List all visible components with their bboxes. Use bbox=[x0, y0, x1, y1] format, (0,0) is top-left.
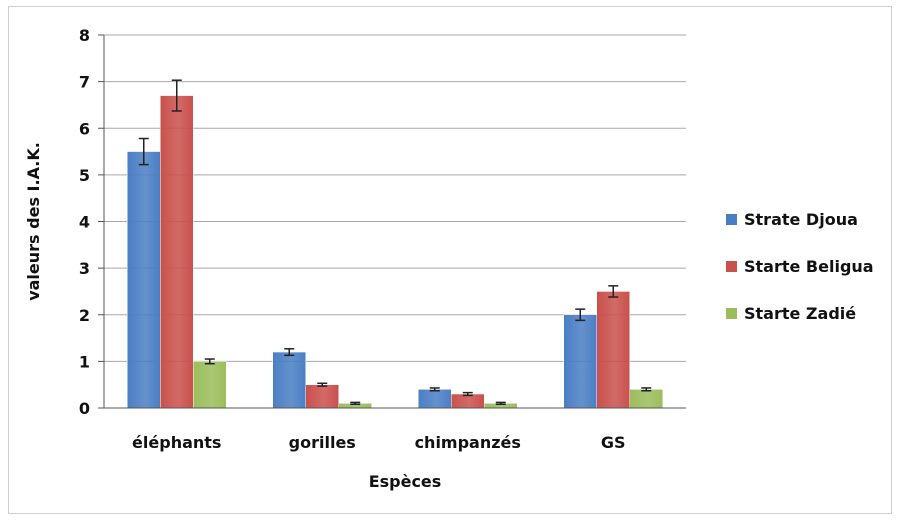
bar-GS-Starte Beligua bbox=[596, 291, 630, 409]
error-bars bbox=[138, 79, 652, 406]
bar-gorilles-Starte Beligua bbox=[305, 384, 339, 409]
y-tick-label: 8 bbox=[79, 26, 90, 45]
legend-swatch bbox=[726, 214, 737, 225]
y-tick-label: 4 bbox=[79, 213, 90, 232]
y-axis-ticks: 0 1 2 3 4 5 6 7 8 bbox=[79, 26, 104, 418]
y-tick-label: 7 bbox=[79, 73, 90, 92]
bars bbox=[127, 95, 663, 409]
y-axis-title: valeurs des I.A.K. bbox=[24, 142, 43, 301]
bar-éléphants-Strate Djoua bbox=[127, 151, 161, 409]
legend-label: Starte Beligua bbox=[744, 257, 874, 276]
bar-éléphants-Starte Zadié bbox=[193, 361, 227, 409]
y-tick-label: 3 bbox=[79, 259, 90, 278]
y-tick-label: 0 bbox=[79, 399, 90, 418]
y-tick-label: 1 bbox=[79, 352, 90, 371]
legend-label: Starte Zadié bbox=[744, 304, 856, 323]
x-category-label: chimpanzés bbox=[415, 433, 521, 452]
x-category-label: gorilles bbox=[289, 433, 356, 452]
bar-chimpanzés-Strate Djoua bbox=[418, 389, 452, 409]
y-tick-label: 6 bbox=[79, 119, 90, 138]
legend: Strate Djoua Starte Beligua Starte Zadié bbox=[726, 210, 874, 323]
y-tick-label: 2 bbox=[79, 306, 90, 325]
x-category-label: GS bbox=[601, 433, 626, 452]
x-axis-title: Espèces bbox=[369, 472, 442, 491]
legend-swatch bbox=[726, 308, 737, 319]
legend-swatch bbox=[726, 261, 737, 272]
bar-GS-Strate Djoua bbox=[563, 314, 597, 409]
bar-gorilles-Strate Djoua bbox=[272, 351, 306, 409]
x-axis-category-labels: éléphants gorilles chimpanzés GS bbox=[132, 433, 626, 452]
bar-GS-Starte Zadié bbox=[629, 389, 663, 409]
y-tick-label: 5 bbox=[79, 166, 90, 185]
legend-label: Strate Djoua bbox=[744, 210, 858, 229]
x-category-label: éléphants bbox=[132, 433, 221, 452]
bar-éléphants-Starte Beligua bbox=[160, 95, 194, 409]
